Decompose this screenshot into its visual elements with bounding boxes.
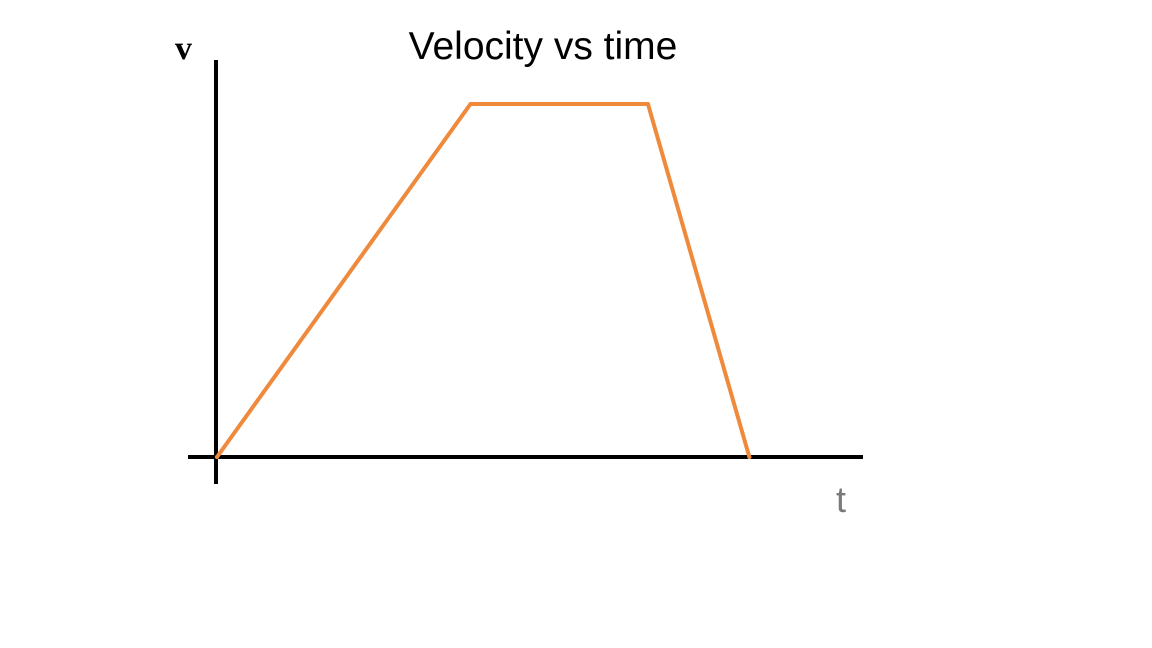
series-vertex-0: [215, 455, 219, 459]
series-layer: [215, 102, 752, 459]
series-vertex-2: [645, 102, 650, 106]
series-vertex-1: [468, 102, 473, 106]
x-axis-label: t: [836, 479, 846, 520]
y-axis-label: v: [175, 30, 192, 67]
velocity-series-line: [215, 102, 752, 459]
series-vertex-3: [747, 455, 752, 459]
chart-title: Velocity vs time: [409, 25, 678, 68]
